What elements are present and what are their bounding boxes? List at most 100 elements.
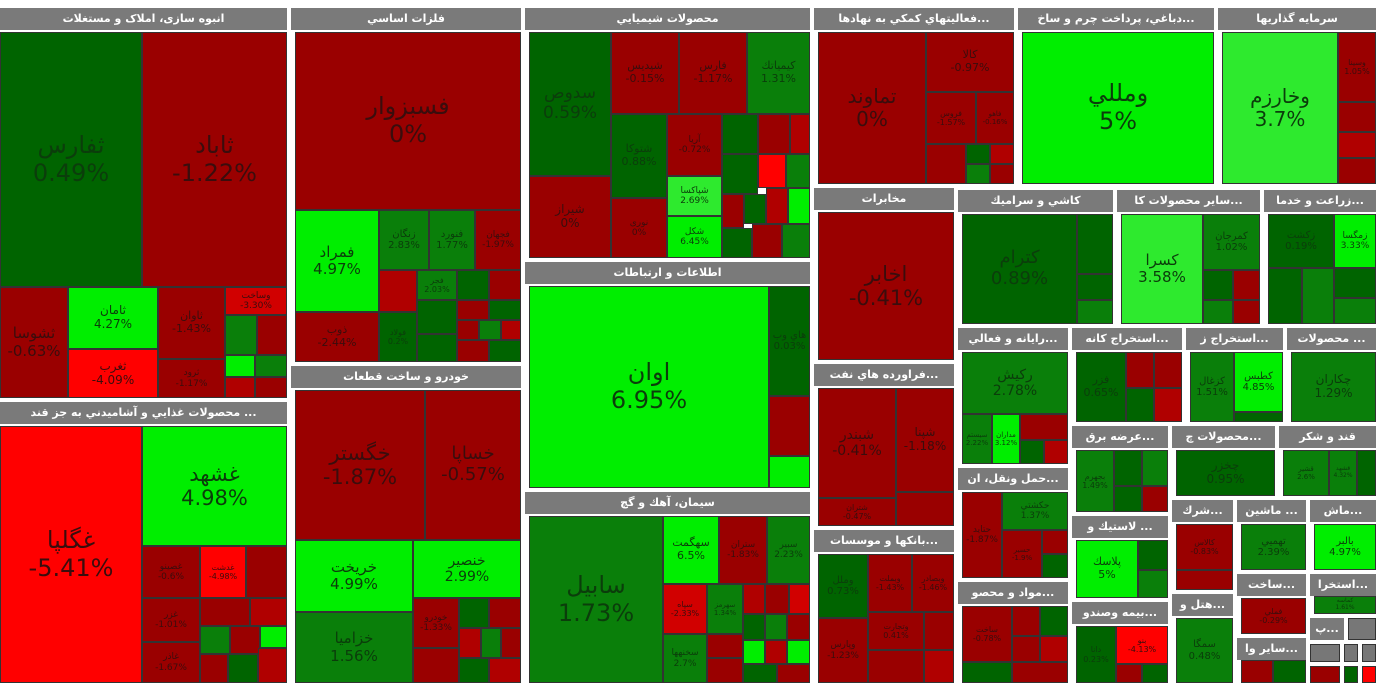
sector-header[interactable]: قند و شكر [1279,426,1376,448]
mini-tile[interactable] [1012,636,1040,662]
stock-tile[interactable]: شپديس -0.15% [611,32,679,114]
mini-tile[interactable] [260,626,287,648]
stock-tile[interactable]: سبير 2.23% [767,516,810,584]
sector-header[interactable]: خودرو و ساخت قطعات [291,366,521,388]
mini-tile[interactable] [459,598,489,628]
stock-tile[interactable]: سپاه -2.33% [663,584,707,634]
mini-tile[interactable] [1273,660,1306,683]
mini-tile[interactable] [1268,268,1302,324]
stock-tile[interactable]: شپاكسا 2.69% [667,176,722,216]
mini-tile[interactable] [782,224,810,258]
sector-header[interactable]: ...استخراج كانه [1072,328,1182,350]
mini-tile[interactable] [1203,300,1233,324]
mini-tile[interactable] [1338,102,1376,132]
stock-tile[interactable]: حتايد -1.87% [962,492,1002,578]
mini-tile[interactable] [1203,270,1233,300]
mini-tile[interactable] [200,654,228,683]
stock-tile[interactable]: زنگان 2.83% [379,210,429,270]
stock-tile[interactable]: كيمياتك 1.31% [747,32,810,114]
stock-tile[interactable]: خنصير 2.99% [413,540,521,598]
stock-tile[interactable]: غاذر -1.67% [142,642,200,683]
mini-tile[interactable] [413,648,459,683]
sector-header[interactable]: ...حمل ونقل، ان [958,468,1068,490]
mini-tile[interactable] [489,598,521,628]
stock-tile[interactable]: قشهد 4.32% [1329,450,1357,496]
mini-tile[interactable] [786,154,810,188]
stock-tile[interactable]: كالا -0.97% [926,32,1014,92]
stock-tile[interactable]: شبندر -0.41% [818,388,896,498]
mini-tile[interactable] [1334,298,1376,324]
sector-header[interactable]: ...استخرا [1310,574,1376,596]
stock-tile[interactable]: قشير 2.6% [1283,450,1329,496]
stock-tile[interactable]: ثاباد -1.22% [142,32,287,287]
mini-tile[interactable] [743,640,765,664]
sector-header[interactable]: ...شرك [1172,500,1233,522]
mini-tile[interactable] [788,188,810,224]
stock-tile[interactable]: ثامان 4.27% [68,287,158,349]
mini-tile[interactable] [1040,606,1068,636]
sector-header[interactable]: ...پ [1310,618,1344,640]
stock-tile[interactable]: خزاميا 1.56% [295,612,413,683]
sector-header[interactable]: ...بانكها و موسسات [814,530,954,552]
mini-tile[interactable] [990,144,1014,164]
sector-header[interactable]: كاشي و سراميك [958,190,1113,212]
stock-tile[interactable]: وسينا 1.05% [1338,32,1376,102]
stock-tile[interactable]: وبملت -1.43% [868,554,912,612]
mini-tile[interactable] [1077,214,1113,274]
mini-tile[interactable] [769,456,810,488]
mini-tile[interactable] [1116,664,1142,683]
mini-tile[interactable] [1302,268,1334,324]
stock-tile[interactable]: آريا -0.72% [667,114,722,176]
mini-tile[interactable] [1042,530,1068,554]
mini-tile[interactable] [962,662,1012,683]
mini-tile[interactable] [228,654,258,683]
mini-tile[interactable] [250,598,287,626]
sector-header[interactable]: ... محصولات [1287,328,1376,350]
stock-tile[interactable]: فاهو -0.16% [976,92,1014,144]
sector-header[interactable]: انبوه سازی، املاک و مستغلات [0,8,287,30]
stock-tile[interactable]: اخابر -0.41% [818,212,954,360]
mini-tile[interactable] [765,640,787,664]
empty-tile[interactable] [1344,644,1358,662]
empty-tile[interactable] [1348,618,1376,640]
mini-tile[interactable] [743,614,765,640]
stock-tile[interactable]: ثغرب -4.09% [68,349,158,398]
mini-tile[interactable] [1344,666,1358,683]
sector-header[interactable]: ...استخراج ز [1186,328,1283,350]
mini-tile[interactable] [789,584,810,614]
mini-tile[interactable] [722,114,758,154]
mini-tile[interactable] [766,188,788,224]
mini-tile[interactable] [489,270,521,300]
mini-tile[interactable] [457,270,489,300]
mini-tile[interactable] [758,114,790,154]
sector-header[interactable]: ...فراورده هاي نفت [814,364,954,386]
mini-tile[interactable] [1357,450,1376,496]
mini-tile[interactable] [200,598,250,626]
sector-header[interactable]: ...دباغي، پرداخت چرم و ساخ [1018,8,1214,30]
stock-tile[interactable]: وملل 0.73% [818,554,868,618]
stock-tile[interactable]: وتجارت 0.41% [868,612,924,650]
stock-tile[interactable]: فسبزوار 0% [295,32,521,210]
mini-tile[interactable] [1142,450,1168,486]
sector-header[interactable]: ...محصولات چ [1172,426,1275,448]
mini-tile[interactable] [722,154,758,194]
mini-tile[interactable] [481,628,501,658]
mini-tile[interactable] [1142,664,1168,683]
stock-tile[interactable]: سهرمز 1.34% [707,584,743,634]
stock-tile[interactable]: كمرجان 1.02% [1203,214,1260,270]
stock-tile[interactable]: سدوص 0.59% [529,32,611,176]
sector-header[interactable]: ...ساير محصولات كا [1117,190,1260,212]
stock-tile[interactable]: فارس -1.17% [679,32,747,114]
sector-header[interactable]: ...هتل و [1172,594,1233,616]
stock-tile[interactable]: سابيل 1.73% [529,516,663,683]
stock-tile[interactable]: خريخت 4.99% [295,540,413,612]
stock-tile[interactable]: فولاد 0.2% [379,312,417,362]
stock-tile[interactable]: سهگمت 6.5% [663,516,719,584]
stock-tile[interactable]: ثشوسا -0.63% [0,287,68,398]
stock-tile[interactable]: اوان 6.95% [529,286,769,488]
stock-tile[interactable]: كالاس -0.83% [1176,524,1233,570]
mini-tile[interactable] [1126,388,1154,422]
sector-header[interactable]: فلزات اساسي [291,8,521,30]
empty-tile[interactable] [1362,644,1376,662]
stock-tile[interactable]: دانا 0.23% [1076,626,1116,683]
